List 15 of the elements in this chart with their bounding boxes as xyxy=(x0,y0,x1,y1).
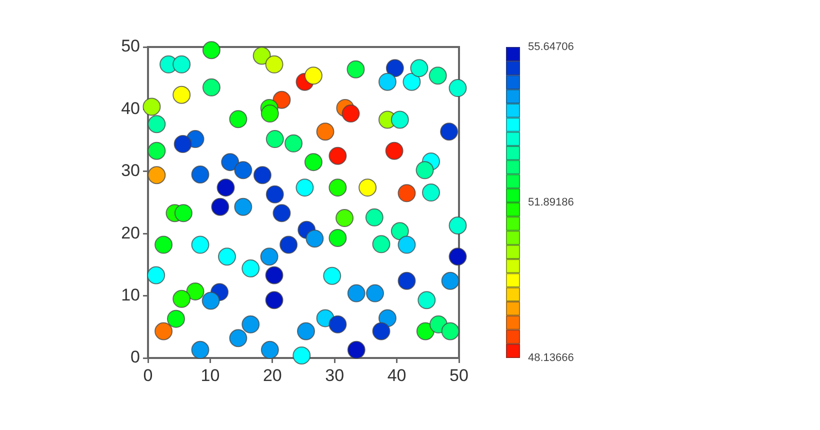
y-tick-label: 0 xyxy=(130,348,140,367)
y-tick-label: 40 xyxy=(121,98,140,118)
y-tick-label: 20 xyxy=(121,223,140,242)
y-tick-label: 50 xyxy=(121,36,140,56)
x-tick-label: 20 xyxy=(262,366,282,385)
y-tick-label: 30 xyxy=(121,161,140,180)
color-bar-label: 55.64706 xyxy=(528,41,574,54)
x-tick-label: 30 xyxy=(325,366,344,385)
x-tick-label: 0 xyxy=(143,366,153,385)
x-tick-label: 40 xyxy=(387,366,406,385)
x-tick-label: 10 xyxy=(200,366,220,385)
color-bar-label: 48.13666 xyxy=(528,352,574,364)
color-bar-label: 51.89186 xyxy=(528,196,574,209)
y-tick-label: 10 xyxy=(121,285,140,304)
x-tick-label: 50 xyxy=(450,366,468,385)
